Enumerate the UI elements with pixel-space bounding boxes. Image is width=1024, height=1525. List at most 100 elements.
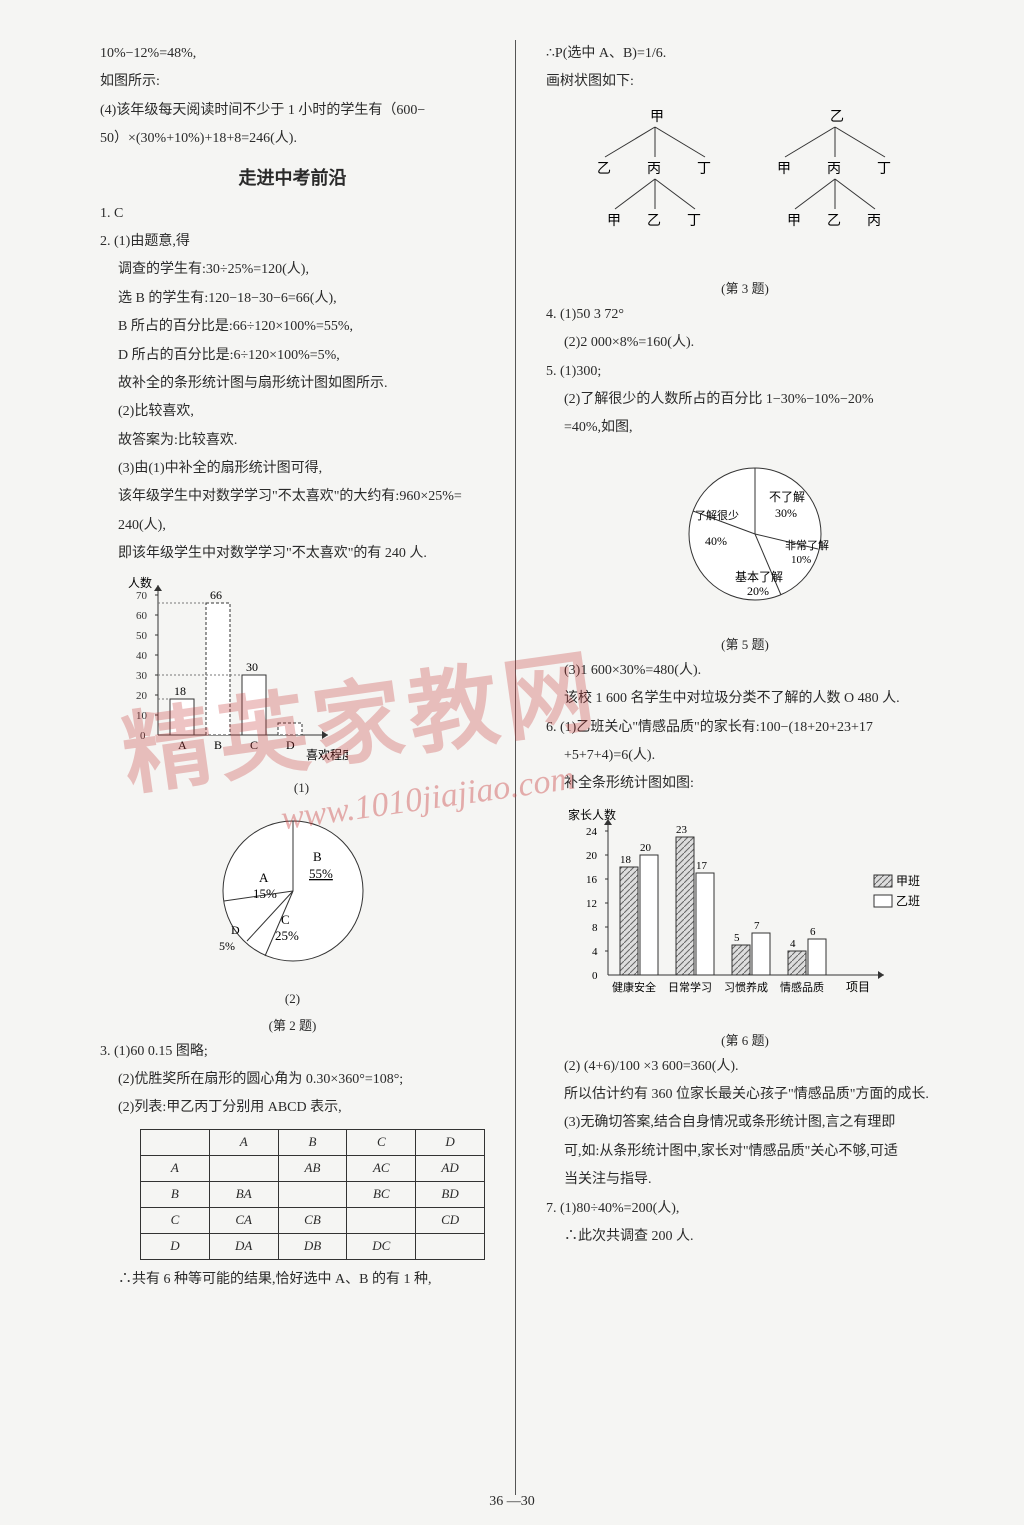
- pie-chart-q5: 不了解 30% 非常了解 10% 基本了解 20% 了解很少 40%: [546, 449, 944, 624]
- answer-line: 故补全的条形统计图与扇形统计图如图所示.: [100, 373, 485, 395]
- answer-line: 故答案为:比较喜欢.: [100, 430, 485, 452]
- svg-text:乙班: 乙班: [896, 894, 920, 908]
- figure-caption: (第 2 题): [100, 1015, 485, 1034]
- answer-line: (2)了解很少的人数所占的百分比 1−30%−10%−20%: [546, 389, 944, 411]
- svg-text:D: D: [231, 923, 240, 937]
- svg-text:家长人数: 家长人数: [568, 807, 616, 822]
- answer-line: ∴此次共调查 200 人.: [546, 1226, 944, 1248]
- svg-text:丙: 丙: [867, 214, 881, 229]
- svg-text:6: 6: [810, 926, 816, 938]
- answer-line: (3)由(1)中补全的扇形统计图可得,: [100, 458, 485, 480]
- svg-text:丙: 丙: [647, 162, 661, 177]
- svg-text:4: 4: [790, 938, 796, 950]
- svg-text:C: C: [281, 912, 290, 927]
- page-footer: 36 —30: [0, 1494, 1024, 1510]
- svg-text:丁: 丁: [687, 214, 701, 229]
- page-columns: 10%−12%=48%, 如图所示: (4)该年级每天阅读时间不少于 1 小时的…: [100, 40, 944, 1495]
- svg-text:20: 20: [640, 842, 652, 854]
- answer-line: 6. (1)乙班关心"情感品质"的家长有:100−(18+20+23+17: [546, 717, 944, 739]
- svg-text:了解很少: 了解很少: [695, 508, 739, 522]
- answer-line: (2) (4+6)/100 ×3 600=360(人).: [546, 1056, 944, 1078]
- figure-caption: (2): [100, 991, 485, 1007]
- answer-line: 4. (1)50 3 72°: [546, 304, 944, 326]
- answer-line: (2)列表:甲乙丙丁分别用 ABCD 表示,: [100, 1097, 485, 1119]
- svg-text:项目: 项目: [846, 980, 870, 994]
- svg-text:A: A: [259, 870, 269, 885]
- svg-text:乙: 乙: [830, 109, 844, 125]
- svg-text:丁: 丁: [877, 162, 891, 177]
- svg-text:20: 20: [136, 690, 148, 702]
- svg-text:20: 20: [586, 850, 598, 862]
- svg-text:30%: 30%: [775, 506, 797, 520]
- svg-text:情感品质: 情感品质: [780, 981, 824, 994]
- answer-line: 1. C: [100, 203, 485, 225]
- svg-text:乙: 乙: [647, 213, 661, 229]
- svg-text:丁: 丁: [697, 162, 711, 177]
- outcome-table: ABCD AABACAD BBABCBD CCACBCD DDADBDC: [140, 1129, 485, 1260]
- pie-pct: 25%: [275, 928, 299, 943]
- svg-text:甲班: 甲班: [896, 874, 920, 888]
- answer-line: (3)无确切答案,结合自身情况或条形统计图,言之有理即: [546, 1112, 944, 1134]
- svg-text:8: 8: [592, 922, 598, 934]
- answer-line: 2. (1)由题意,得: [100, 231, 485, 253]
- svg-text:60: 60: [136, 610, 148, 622]
- tree-svg: 甲 乙 丙 丁 甲 乙 丁 乙 甲 丙 丁: [565, 103, 925, 263]
- answer-line: (2)优胜奖所在扇形的圆心角为 0.30×360°=108°;: [100, 1069, 485, 1091]
- svg-text:24: 24: [586, 826, 598, 838]
- answer-line: +5+7+4)=6(人).: [546, 745, 944, 767]
- left-column: 10%−12%=48%, 如图所示: (4)该年级每天阅读时间不少于 1 小时的…: [100, 40, 485, 1495]
- pie-pct: 5%: [219, 939, 235, 953]
- svg-text:甲: 甲: [650, 110, 664, 125]
- svg-text:习惯养成: 习惯养成: [724, 980, 768, 994]
- answer-line: 5. (1)300;: [546, 361, 944, 383]
- axis-label: 人数: [128, 575, 152, 590]
- tree-diagram-q3: 甲 乙 丙 丁 甲 乙 丁 乙 甲 丙 丁: [546, 103, 944, 268]
- bar-label: 18: [174, 684, 186, 698]
- svg-text:健康安全: 健康安全: [612, 980, 656, 994]
- svg-text:B: B: [313, 849, 322, 864]
- bar-chart-q2: 人数 0 10 20 30 40 50 60 70: [100, 575, 485, 770]
- answer-line: ∴P(选中 A、B)=1/6.: [546, 43, 944, 65]
- svg-text:70: 70: [136, 590, 148, 602]
- figure-caption: (第 6 题): [546, 1030, 944, 1049]
- svg-text:40: 40: [136, 650, 148, 662]
- bar6-svg: 家长人数 0 4 8 12 16 20 24 18 20: [564, 805, 944, 1015]
- answer-line: 画树状图如下:: [546, 71, 944, 93]
- svg-text:4: 4: [592, 946, 598, 958]
- svg-text:12: 12: [586, 898, 597, 910]
- pie-chart-svg: B 55% A 15% C 25% D 5%: [193, 806, 393, 976]
- svg-text:7: 7: [754, 920, 760, 932]
- column-divider: [515, 40, 516, 1495]
- svg-text:非常了解: 非常了解: [785, 538, 829, 552]
- pie-chart-q2: B 55% A 15% C 25% D 5%: [100, 806, 485, 981]
- answer-line: =40%,如图,: [546, 417, 944, 439]
- svg-text:C: C: [250, 738, 258, 752]
- figure-caption: (第 5 题): [546, 634, 944, 653]
- svg-text:0: 0: [592, 970, 598, 982]
- answer-line: 240(人),: [100, 515, 485, 537]
- answer-line: 调查的学生有:30÷25%=120(人),: [100, 259, 485, 281]
- pie-pct: 15%: [253, 886, 277, 901]
- bar-chart-q6: 家长人数 0 4 8 12 16 20 24 18 20: [546, 805, 944, 1020]
- svg-text:17: 17: [696, 860, 708, 872]
- bar-label: 66: [210, 588, 222, 602]
- svg-text:甲: 甲: [787, 214, 801, 229]
- svg-text:10: 10: [136, 710, 148, 722]
- text-line: 10%−12%=48%,: [100, 43, 485, 65]
- answer-line: (2)比较喜欢,: [100, 401, 485, 423]
- answer-line: 该年级学生中对数学学习"不太喜欢"的大约有:960×25%=: [100, 486, 485, 508]
- svg-text:基本了解: 基本了解: [735, 570, 783, 584]
- svg-text:5: 5: [734, 932, 740, 944]
- svg-text:乙: 乙: [597, 161, 611, 177]
- answer-line: (3)1 600×30%=480(人).: [546, 660, 944, 682]
- answer-line: D 所占的百分比是:6÷120×100%=5%,: [100, 345, 485, 367]
- svg-text:16: 16: [586, 874, 598, 886]
- figure-caption: (第 3 题): [546, 278, 944, 297]
- text-line: 50）×(30%+10%)+18+8=246(人).: [100, 128, 485, 150]
- svg-text:10%: 10%: [791, 554, 811, 566]
- answer-line: 可,如:从条形统计图中,家长对"情感品质"关心不够,可适: [546, 1141, 944, 1163]
- pie5-svg: 不了解 30% 非常了解 10% 基本了解 20% 了解很少 40%: [635, 449, 855, 619]
- svg-text:40%: 40%: [705, 534, 727, 548]
- svg-text:甲: 甲: [777, 162, 791, 177]
- svg-text:A: A: [178, 738, 187, 752]
